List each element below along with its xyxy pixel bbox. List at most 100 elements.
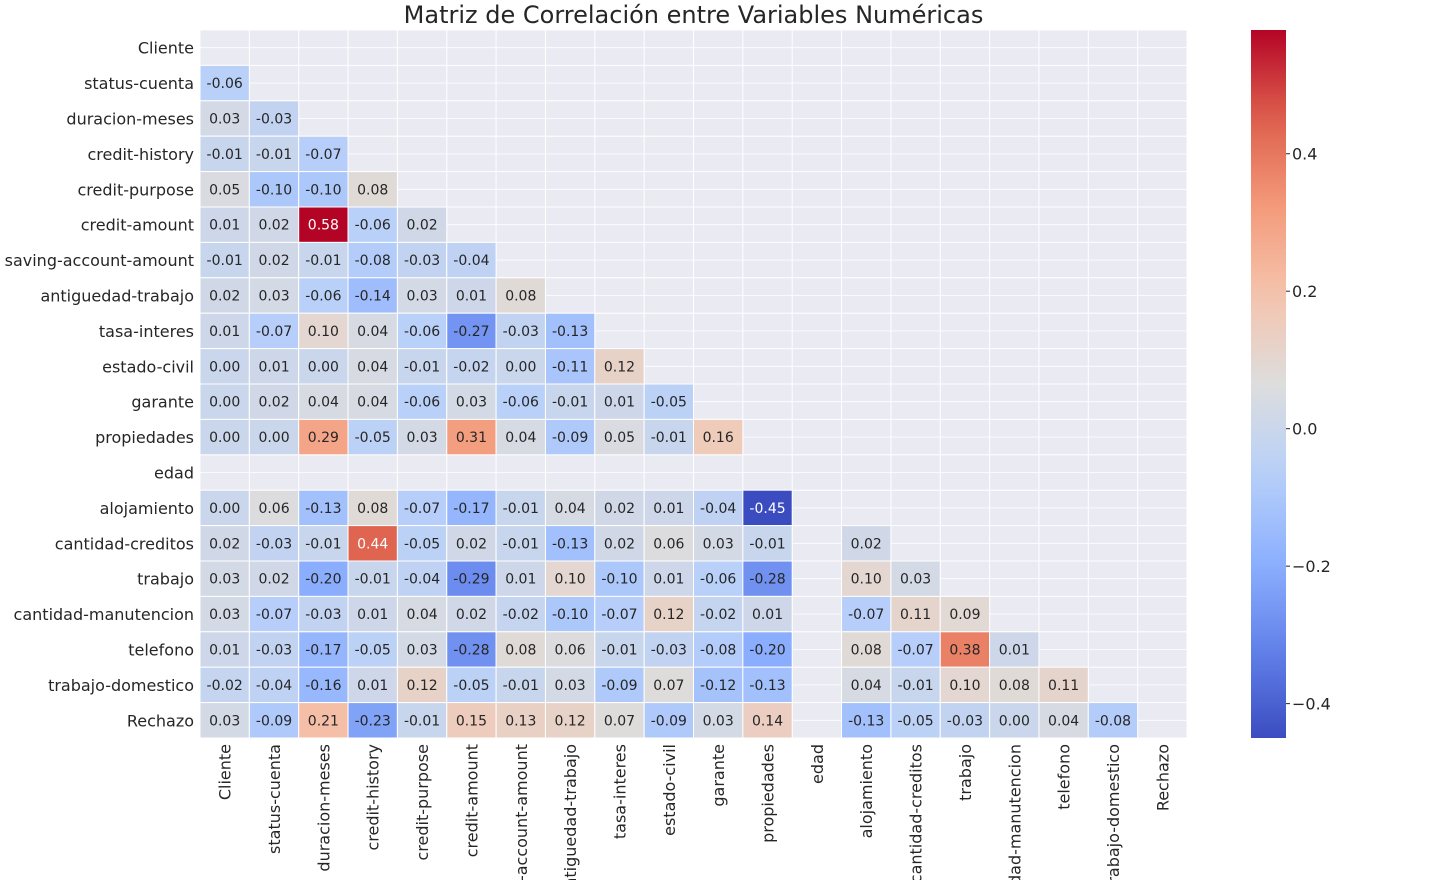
heatmap-cell-Rechazo-telefono bbox=[1038, 702, 1089, 739]
cell-value-label: 0.00 bbox=[209, 395, 240, 411]
cell-value-label: -0.05 bbox=[897, 713, 933, 729]
heatmap-cell-telefono-credit-purpose bbox=[396, 631, 448, 668]
cell-value-label: 0.02 bbox=[851, 536, 882, 552]
y-tick-label: status-cuenta bbox=[84, 74, 194, 93]
cell-value-label: -0.09 bbox=[552, 430, 588, 446]
cell-value-label: 0.03 bbox=[209, 112, 240, 128]
cell-value-label: 0.10 bbox=[851, 572, 882, 588]
cell-value-label: 0.01 bbox=[209, 324, 240, 340]
x-tick-label: idad-manutencion bbox=[1005, 744, 1024, 880]
chart-title: Matriz de Correlación entre Variables Nu… bbox=[403, 1, 984, 29]
heatmap-cell-Rechazo-status-cuenta bbox=[248, 702, 300, 739]
heatmap-cell-Rechazo-credit-purpose bbox=[396, 702, 448, 739]
heatmap-cell-credit-purpose-credit-history bbox=[347, 171, 398, 208]
cell-value-label: 0.16 bbox=[703, 430, 734, 446]
cell-value-label: 0.09 bbox=[949, 607, 980, 623]
heatmap-cell-tasa-interes-credit-amount bbox=[446, 312, 497, 350]
cell-value-label: 0.01 bbox=[752, 607, 783, 623]
heatmap-cell-trabajo-domestico-duracion-meses bbox=[298, 666, 349, 704]
cell-value-label: -0.14 bbox=[355, 289, 391, 305]
x-tick-label: g-account-amount bbox=[512, 744, 531, 880]
cell-value-label: 0.03 bbox=[258, 289, 289, 305]
heatmap-cell-garante-estado-civil bbox=[643, 383, 695, 420]
heatmap-cell-telefono-antiguedad-trabajo bbox=[544, 631, 596, 668]
cell-value-label: 0.08 bbox=[505, 289, 536, 305]
cell-value-label: 0.01 bbox=[209, 218, 240, 234]
cell-value-label: 0.21 bbox=[308, 713, 339, 729]
y-tick-label: credit-history bbox=[87, 145, 194, 164]
heatmap-cell-trabajo-antiguedad-trabajo bbox=[544, 560, 596, 597]
x-tick-label: telefono bbox=[1055, 744, 1074, 810]
cell-value-label: 0.38 bbox=[949, 643, 980, 659]
cell-value-label: 0.03 bbox=[209, 713, 240, 729]
cell-value-label: -0.03 bbox=[503, 324, 539, 340]
cell-value-label: -0.27 bbox=[453, 324, 489, 340]
cell-value-label: 0.06 bbox=[258, 501, 289, 517]
x-tick-label: trabajo bbox=[956, 744, 975, 801]
heatmap-cell-duracion-meses-Cliente bbox=[199, 100, 250, 137]
cell-value-label: -0.04 bbox=[404, 572, 440, 588]
heatmap-cell-Rechazo-cantidad-manutencion bbox=[989, 702, 1040, 739]
heatmap-cell-propiedades-Cliente bbox=[199, 418, 250, 456]
heatmap: -0.06 0.03 -0.03 -0.01 -0.01 -0.07 0.05 -0.10 -0… bbox=[5, 29, 1188, 880]
heatmap-cell-trabajo-saving-account-amount bbox=[495, 560, 546, 597]
heatmap-cell-antiguedad-trabajo-credit-amount bbox=[446, 277, 497, 314]
cell-value-label: -0.28 bbox=[749, 572, 785, 588]
heatmap-cell-tasa-interes-status-cuenta bbox=[248, 312, 300, 350]
heatmap-cell-trabajo-domestico-cantidad-manutencion bbox=[989, 666, 1040, 704]
cell-value-label: -0.01 bbox=[305, 536, 341, 552]
heatmap-cell-trabajo-domestico-propiedades bbox=[742, 666, 793, 704]
cell-value-label: 0.04 bbox=[555, 501, 586, 517]
y-tick-label: cantidad-manutencion bbox=[14, 605, 194, 624]
heatmap-cell-tasa-interes-saving-account-amount bbox=[495, 312, 546, 350]
cell-value-label: 0.01 bbox=[604, 395, 635, 411]
cell-value-label: 0.01 bbox=[357, 678, 388, 694]
cell-value-label: 0.58 bbox=[308, 218, 339, 234]
cell-value-label: -0.02 bbox=[503, 607, 539, 623]
heatmap-cell-trabajo-domestico-estado-civil bbox=[643, 666, 695, 704]
cell-value-label: -0.13 bbox=[552, 536, 588, 552]
cell-value-label: 0.03 bbox=[456, 395, 487, 411]
cell-value-label: -0.02 bbox=[207, 678, 243, 694]
cell-value-label: -0.03 bbox=[404, 253, 440, 269]
cell-value-label: 0.04 bbox=[308, 395, 339, 411]
y-tick-label: trabajo-domestico bbox=[48, 676, 194, 695]
y-tick-label: duracion-meses bbox=[66, 110, 194, 129]
cell-value-label: 0.29 bbox=[308, 430, 339, 446]
heatmap-cell-trabajo-domestico-trabajo bbox=[939, 666, 991, 704]
cell-value-label: 0.02 bbox=[604, 501, 635, 517]
x-tick-label: antiguedad-trabajo bbox=[561, 744, 580, 880]
heatmap-cell-cantidad-manutencion-trabajo bbox=[939, 595, 991, 633]
cell-value-label: -0.08 bbox=[1095, 713, 1131, 729]
heatmap-cell-trabajo-domestico-telefono bbox=[1038, 666, 1089, 704]
cell-value-label: -0.01 bbox=[552, 395, 588, 411]
cell-value-label: -0.06 bbox=[305, 289, 341, 305]
heatmap-cell-alojamiento-credit-purpose bbox=[396, 489, 448, 527]
cell-value-label: 0.02 bbox=[258, 572, 289, 588]
x-tick-label: status-cuenta bbox=[265, 744, 284, 854]
cell-value-label: 0.14 bbox=[752, 713, 783, 729]
cell-value-label: -0.10 bbox=[601, 572, 637, 588]
heatmap-cell-propiedades-estado-civil bbox=[643, 418, 695, 456]
y-tick-label: tasa-interes bbox=[99, 322, 194, 341]
cell-value-label: 0.03 bbox=[406, 430, 437, 446]
cell-value-label: -0.07 bbox=[256, 324, 292, 340]
cell-value-label: -0.13 bbox=[848, 713, 884, 729]
heatmap-cell-Rechazo-Cliente bbox=[199, 702, 250, 739]
cell-value-label: -0.10 bbox=[552, 607, 588, 623]
heatmap-cell-telefono-duracion-meses bbox=[298, 631, 349, 668]
y-tick-labels: Cliente status-cuenta duracion-meses credit… bbox=[5, 39, 194, 731]
cell-value-label: 0.04 bbox=[505, 430, 536, 446]
cell-value-label: 0.00 bbox=[209, 501, 240, 517]
cell-value-label: -0.06 bbox=[700, 572, 736, 588]
heatmap-cell-telefono-cantidad-manutencion bbox=[989, 631, 1040, 668]
heatmap-cell-cantidad-manutencion-saving-account-amount bbox=[495, 595, 546, 633]
cell-value-label: -0.03 bbox=[256, 643, 292, 659]
y-tick-label: credit-purpose bbox=[77, 180, 194, 199]
heatmap-cell-propiedades-antiguedad-trabajo bbox=[544, 418, 596, 456]
heatmap-cell-cantidad-manutencion-Cliente bbox=[199, 595, 250, 633]
heatmap-cell-trabajo-domestico-credit-history bbox=[347, 666, 398, 704]
cell-value-label: -0.09 bbox=[601, 678, 637, 694]
cell-value-label: 0.08 bbox=[851, 643, 882, 659]
